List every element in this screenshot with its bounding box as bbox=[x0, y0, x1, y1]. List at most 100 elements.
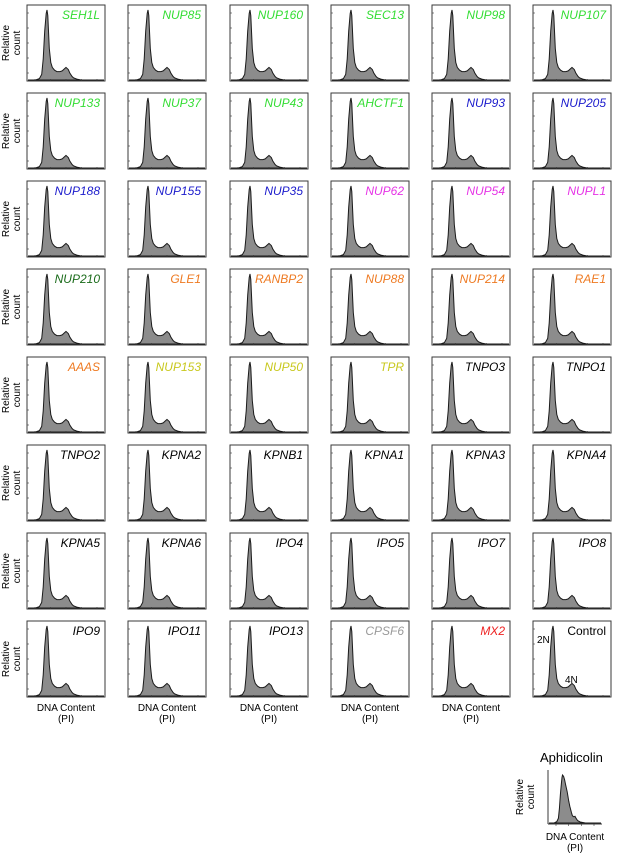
y-axis-label-line1: Relative bbox=[1, 641, 12, 678]
panel-label: NUP214 bbox=[460, 272, 506, 286]
histogram-area bbox=[534, 273, 610, 345]
histogram-panel: NUP205 bbox=[532, 92, 612, 170]
histogram-area bbox=[231, 97, 307, 169]
panel-label: AAAS bbox=[67, 360, 100, 374]
panel-label: TNPO1 bbox=[566, 360, 606, 374]
panel-label: NUP62 bbox=[365, 184, 404, 198]
panel-label: KPNA4 bbox=[567, 448, 607, 462]
histogram-panel: NUP210 bbox=[26, 268, 106, 346]
x-axis-label-line1: DNA Content bbox=[138, 703, 197, 714]
histogram-area bbox=[332, 9, 408, 81]
panel-label: IPO4 bbox=[276, 536, 304, 550]
histogram-panel: IPO5 bbox=[330, 532, 410, 610]
y-axis-label-line2: count bbox=[526, 785, 537, 810]
histogram-panel: NUP133 bbox=[26, 92, 106, 170]
histogram-area bbox=[433, 537, 509, 609]
panel-label: NUPL1 bbox=[567, 184, 606, 198]
panel-label: IPO11 bbox=[168, 624, 201, 638]
panel-label: CPSF6 bbox=[365, 624, 404, 638]
histogram-panel: NUP214 bbox=[431, 268, 511, 346]
histogram-area bbox=[534, 449, 610, 521]
histogram-area bbox=[28, 97, 104, 169]
histogram-panel: NUP93 bbox=[431, 92, 511, 170]
histogram-panel: NUP88 bbox=[330, 268, 410, 346]
histogram-area bbox=[28, 9, 104, 81]
histogram-panel: RANBP2 bbox=[229, 268, 309, 346]
histogram-area bbox=[534, 97, 610, 169]
x-axis-label-line2: (PI) bbox=[567, 843, 583, 854]
histogram-panel: IPO4 bbox=[229, 532, 309, 610]
histogram-panel: SEH1L bbox=[26, 4, 106, 82]
histogram-panel: SEC13 bbox=[330, 4, 410, 82]
histogram-area bbox=[433, 625, 509, 697]
panel-label: KPNA3 bbox=[466, 448, 506, 462]
panel-label: NUP210 bbox=[55, 272, 101, 286]
histogram-panel: MX2 bbox=[431, 620, 511, 698]
panel-label: NUP153 bbox=[156, 360, 202, 374]
histogram-area bbox=[129, 625, 205, 697]
histogram-area bbox=[129, 273, 205, 345]
histogram-area bbox=[231, 185, 307, 257]
histogram-panel: NUP160 bbox=[229, 4, 309, 82]
y-axis-label: Relative count bbox=[1, 641, 23, 678]
y-axis-label: Relative count bbox=[1, 201, 23, 238]
histogram-area bbox=[534, 361, 610, 433]
panel-label: IPO5 bbox=[377, 536, 405, 550]
histogram-panel: TNPO3 bbox=[431, 356, 511, 434]
histogram-panel: IPO9 bbox=[26, 620, 106, 698]
histogram-area bbox=[549, 773, 601, 824]
histogram-area bbox=[433, 273, 509, 345]
histogram-panel: TNPO1 bbox=[532, 356, 612, 434]
histogram-panel: AAAS bbox=[26, 356, 106, 434]
aphidicolin-panel: Aphidicolin bbox=[540, 750, 603, 826]
panel-label: KPNA5 bbox=[61, 536, 101, 550]
panel-label: AHCTF1 bbox=[356, 96, 404, 110]
histogram-area bbox=[332, 449, 408, 521]
histogram-area bbox=[231, 9, 307, 81]
histogram-area bbox=[129, 97, 205, 169]
histogram-panel: NUP98 bbox=[431, 4, 511, 82]
y-axis-label: Relative count bbox=[1, 113, 23, 150]
histogram-panel: TPR bbox=[330, 356, 410, 434]
histogram-area bbox=[28, 185, 104, 257]
x-axis-label-line2: (PI) bbox=[58, 714, 74, 725]
histogram-panel: NUP35 bbox=[229, 180, 309, 258]
histogram-area bbox=[231, 361, 307, 433]
y-axis-label-line1: Relative bbox=[1, 553, 12, 590]
y-axis-label: Relative count bbox=[1, 377, 23, 414]
x-axis-label-line1: DNA Content bbox=[546, 832, 605, 843]
panel-label: NUP35 bbox=[264, 184, 303, 198]
histogram-panel: IPO11 bbox=[127, 620, 207, 698]
histogram-area bbox=[534, 625, 610, 697]
x-axis-label-line2: (PI) bbox=[463, 714, 479, 725]
y-axis-label-line1: Relative bbox=[1, 113, 12, 150]
histogram-area bbox=[433, 361, 509, 433]
histogram-panel: KPNA2 bbox=[127, 444, 207, 522]
histogram-area bbox=[332, 185, 408, 257]
histogram-panel: KPNA4 bbox=[532, 444, 612, 522]
histogram-area bbox=[129, 449, 205, 521]
panel-label: NUP133 bbox=[55, 96, 101, 110]
histogram-panel: NUP43 bbox=[229, 92, 309, 170]
histogram-panel: NUP54 bbox=[431, 180, 511, 258]
histogram-area bbox=[332, 97, 408, 169]
histogram-area bbox=[332, 361, 408, 433]
histogram-panel: IPO13 bbox=[229, 620, 309, 698]
histogram-panel: NUP188 bbox=[26, 180, 106, 258]
panel-label: KPNA1 bbox=[365, 448, 404, 462]
panel-label: IPO13 bbox=[269, 624, 303, 638]
panel-label: KPNB1 bbox=[264, 448, 303, 462]
peak-label-4n: 4N bbox=[565, 675, 578, 686]
panel-label: NUP50 bbox=[264, 360, 303, 374]
panel-label: KPNA6 bbox=[162, 536, 202, 550]
panel-label: NUP88 bbox=[365, 272, 404, 286]
x-axis-label-line1: DNA Content bbox=[442, 703, 501, 714]
y-axis-label-line2: count bbox=[12, 383, 23, 408]
histogram-panel: KPNA3 bbox=[431, 444, 511, 522]
histogram-area bbox=[28, 537, 104, 609]
y-axis-label: Relative count bbox=[1, 465, 23, 502]
y-axis-label-line2: count bbox=[12, 31, 23, 56]
histogram-panel: Control 2N 4N bbox=[532, 620, 612, 698]
histogram-area bbox=[28, 361, 104, 433]
